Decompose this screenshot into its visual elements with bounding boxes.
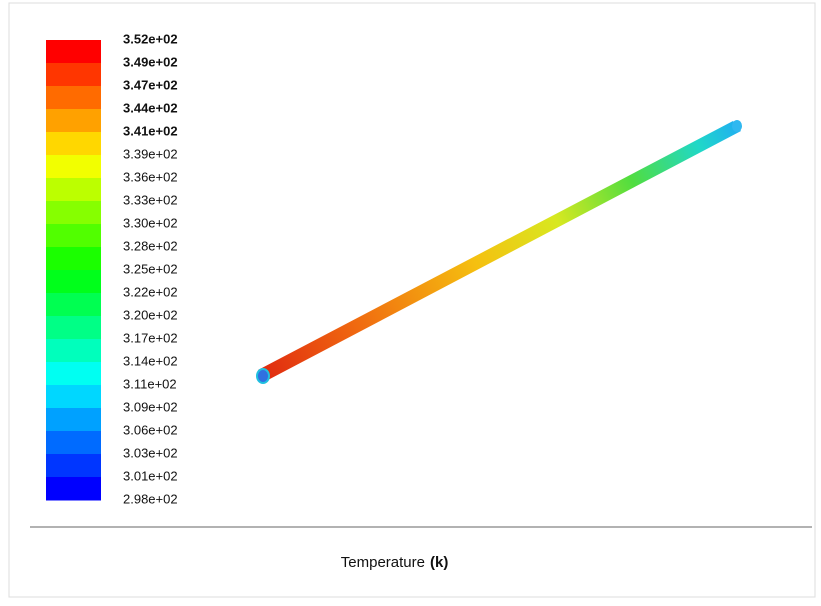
- colorbar-label: 3.06e+02: [123, 422, 178, 437]
- caption-unit: (k): [430, 554, 448, 571]
- pipe-outlet: [732, 120, 742, 132]
- colorbar-label: 3.14e+02: [123, 353, 178, 368]
- colorbar-label: 3.03e+02: [123, 445, 178, 460]
- color-band: [46, 454, 101, 478]
- colorbar-label: 3.28e+02: [123, 238, 178, 253]
- colorbar-label: 3.52e+02: [123, 31, 178, 46]
- colorbar-label: 3.44e+02: [123, 100, 178, 115]
- color-band: [46, 247, 101, 271]
- color-band: [46, 224, 101, 248]
- color-band: [46, 431, 101, 455]
- colorbar-label: 3.09e+02: [123, 399, 178, 414]
- color-band: [46, 201, 101, 225]
- color-band: [46, 408, 101, 432]
- colorbar-label: 3.25e+02: [123, 261, 178, 276]
- colorbar-label: 3.41e+02: [123, 123, 178, 138]
- color-band: [46, 339, 101, 363]
- colorbar-label: 3.22e+02: [123, 284, 178, 299]
- colorbar: [46, 40, 101, 501]
- color-band: [46, 270, 101, 294]
- pipe-inlet: [257, 369, 269, 383]
- colorbar-label: 3.49e+02: [123, 54, 178, 69]
- color-band: [46, 362, 101, 386]
- colorbar-label: 3.17e+02: [123, 330, 178, 345]
- color-band: [46, 155, 101, 179]
- colorbar-label: 2.98e+02: [123, 491, 178, 506]
- colorbar-label: 3.33e+02: [123, 192, 178, 207]
- color-band: [46, 316, 101, 340]
- colorbar-label: 3.11e+02: [123, 376, 177, 391]
- color-band: [46, 63, 101, 87]
- colorbar-label: 3.36e+02: [123, 169, 178, 184]
- contour-window: 3.52e+02 3.49e+02 3.47e+02 3.44e+02 3.41e+02…: [0, 0, 821, 601]
- color-band: [46, 109, 101, 133]
- colorbar-label: 3.30e+02: [123, 215, 178, 230]
- page: 3.52e+02 3.49e+02 3.47e+02 3.44e+02 3.41e+02…: [0, 0, 821, 601]
- color-band: [46, 293, 101, 317]
- caption-quantity: Temperature: [341, 554, 425, 571]
- colorbar-label: 3.47e+02: [123, 77, 178, 92]
- color-band: [46, 477, 101, 501]
- colorbar-label: 3.39e+02: [123, 146, 178, 161]
- colorbar-label: 3.01e+02: [123, 468, 178, 483]
- color-band: [46, 385, 101, 409]
- colorbar-labels: 3.52e+02 3.49e+02 3.47e+02 3.44e+02 3.41e+02…: [123, 31, 178, 506]
- color-band: [46, 86, 101, 110]
- color-band: [46, 40, 101, 64]
- color-band: [46, 132, 101, 156]
- colorbar-label: 3.20e+02: [123, 307, 178, 322]
- color-band: [46, 178, 101, 202]
